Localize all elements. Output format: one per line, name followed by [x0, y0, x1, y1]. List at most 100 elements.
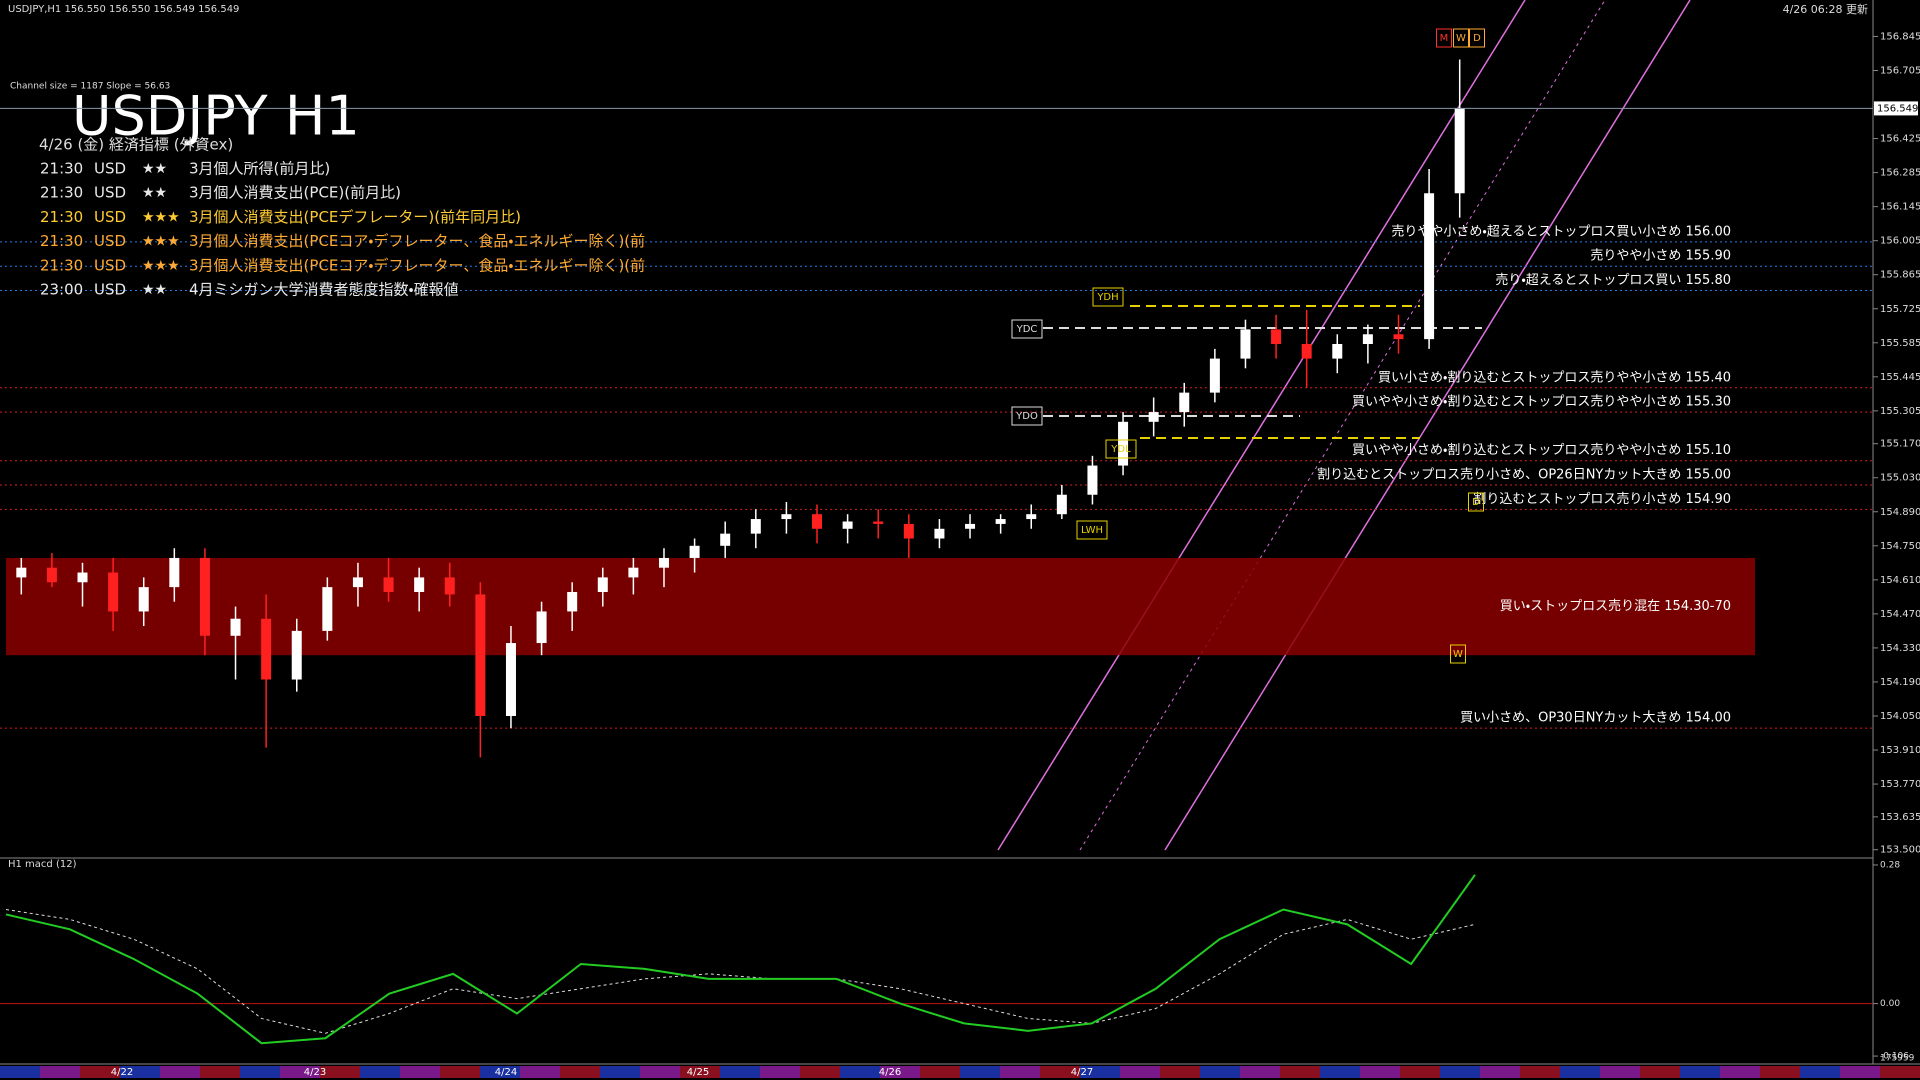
news-event: 3月個人消費支出(PCEデフレーター)(前年同月比) — [189, 208, 521, 226]
marker-label: W — [1456, 33, 1466, 44]
candle-body — [108, 572, 119, 612]
updated: 4/26 06:28 更新 — [1783, 3, 1868, 16]
candle-body — [1087, 465, 1098, 495]
date-strip — [1320, 1066, 1360, 1078]
news-stars: ★★ — [142, 185, 167, 201]
news-stars: ★★★ — [142, 258, 180, 274]
candle-body — [1454, 108, 1465, 194]
candle-body — [1240, 329, 1251, 359]
y-tick-label: 154.750 — [1880, 541, 1920, 552]
news-event: 3月個人消費支出(PCEコア・デフレーター、食品・エネルギー除く)(前 — [189, 256, 645, 274]
macd-signal — [5, 909, 1476, 1034]
candle-body — [1118, 421, 1129, 466]
macd-title: H1 macd (12) — [8, 859, 77, 870]
date-strip — [880, 1066, 920, 1078]
candle-body — [1179, 392, 1190, 413]
y-tick-label: 156.845 — [1880, 31, 1920, 42]
marker-box — [1436, 28, 1452, 48]
date-strip — [1560, 1066, 1600, 1078]
date-strip — [960, 1066, 1000, 1078]
date-strip — [1600, 1066, 1640, 1078]
candle-body — [261, 618, 272, 680]
date-strip — [800, 1066, 840, 1078]
level-label: 売り・超えるとストップロス買い 155.80 — [1495, 272, 1731, 288]
y-tick-label: 154.890 — [1880, 507, 1920, 518]
y-tick-label: 155.445 — [1880, 372, 1920, 383]
candle-body — [138, 587, 149, 612]
candle-body — [995, 519, 1006, 524]
date-strip — [760, 1066, 800, 1078]
date-strip — [280, 1066, 320, 1078]
candle-body — [383, 577, 394, 592]
date-label: 4/25 — [687, 1067, 709, 1078]
date-strip — [1200, 1066, 1240, 1078]
marker-box — [1011, 319, 1043, 339]
y-tick-label: 155.865 — [1880, 270, 1920, 281]
marker-label: YDH — [1096, 292, 1118, 303]
date-label: 4/23 — [304, 1067, 326, 1078]
candle-body — [903, 523, 914, 539]
macd-tick-label: 0.00 — [1880, 999, 1900, 1009]
y-tick-label: 153.500 — [1880, 845, 1920, 856]
date-strip — [640, 1066, 680, 1078]
date-strip — [680, 1066, 720, 1078]
y-tick-label: 156.705 — [1880, 65, 1920, 76]
candle-body — [16, 567, 27, 578]
y-tick-label: 156.425 — [1880, 134, 1920, 145]
last-price-label: 156.549 — [1877, 103, 1918, 114]
macd-footer: 175959 — [1880, 1054, 1915, 1064]
channel-line — [1164, 0, 1691, 851]
marker-box — [1076, 520, 1108, 540]
marker-label: LWH — [1081, 525, 1103, 536]
candle-body — [444, 577, 455, 595]
news-time: 21:30 — [40, 160, 83, 178]
candle-body — [291, 630, 302, 680]
level-label: 買いやや小さめ・割り込むとストップロス売りやや小さめ 155.10 — [1352, 442, 1731, 458]
date-strip — [1040, 1066, 1080, 1078]
candle-body — [873, 521, 884, 524]
date-strip — [920, 1066, 960, 1078]
news-currency: USD — [94, 281, 126, 299]
marker-label: YDO — [1015, 411, 1038, 422]
candle-body — [1148, 412, 1159, 422]
candle-body — [934, 528, 945, 539]
marker-label: W — [1453, 649, 1463, 660]
y-tick-label: 154.610 — [1880, 575, 1920, 586]
level-label: 割り込むとストップロス売り小さめ 154.90 — [1473, 491, 1731, 507]
date-label: 4/27 — [1071, 1067, 1093, 1078]
y-tick-label: 156.145 — [1880, 202, 1920, 213]
date-strip — [1000, 1066, 1040, 1078]
date-strip — [1720, 1066, 1760, 1078]
level-label: 買い小さめ・割り込むとストップロス売りやや小さめ 155.40 — [1378, 369, 1731, 385]
candle-body — [628, 567, 639, 578]
candle-body — [842, 521, 853, 529]
news-time: 21:30 — [40, 208, 83, 226]
candle-body — [567, 591, 578, 612]
date-strip — [1520, 1066, 1560, 1078]
date-label: 4/24 — [495, 1067, 517, 1078]
header: USDJPY,H1 156.550 156.550 156.549 156.54… — [8, 4, 239, 15]
band-label: 買い・ストップロス売り混在 154.30-70 — [1500, 598, 1731, 614]
candle-body — [658, 557, 669, 568]
candle-body — [1424, 193, 1435, 340]
macd-tick-label: 0.28 — [1880, 860, 1900, 870]
y-tick-label: 155.170 — [1880, 439, 1920, 450]
y-tick-label: 154.190 — [1880, 677, 1920, 688]
y-tick-label: 155.030 — [1880, 473, 1920, 484]
candle-body — [965, 523, 976, 529]
marker-label: D — [1472, 497, 1480, 508]
date-strip — [1120, 1066, 1160, 1078]
level-label: 割り込むとストップロス売り小さめ、OP26日NYカット大きめ 155.00 — [1317, 467, 1731, 483]
marker-label: M — [1440, 33, 1449, 44]
candle-body — [230, 618, 241, 636]
date-label: 4/26 — [879, 1067, 901, 1078]
news-stars: ★★★ — [142, 234, 180, 250]
level-label: 売りやや小さめ 155.90 — [1590, 248, 1731, 264]
channel-info: Channel size = 1187 Slope = 56.63 — [10, 82, 170, 92]
candle-body — [505, 643, 516, 716]
date-strip — [240, 1066, 280, 1078]
y-tick-label: 155.585 — [1880, 338, 1920, 349]
marker-box — [1011, 406, 1043, 426]
date-strip — [1480, 1066, 1520, 1078]
